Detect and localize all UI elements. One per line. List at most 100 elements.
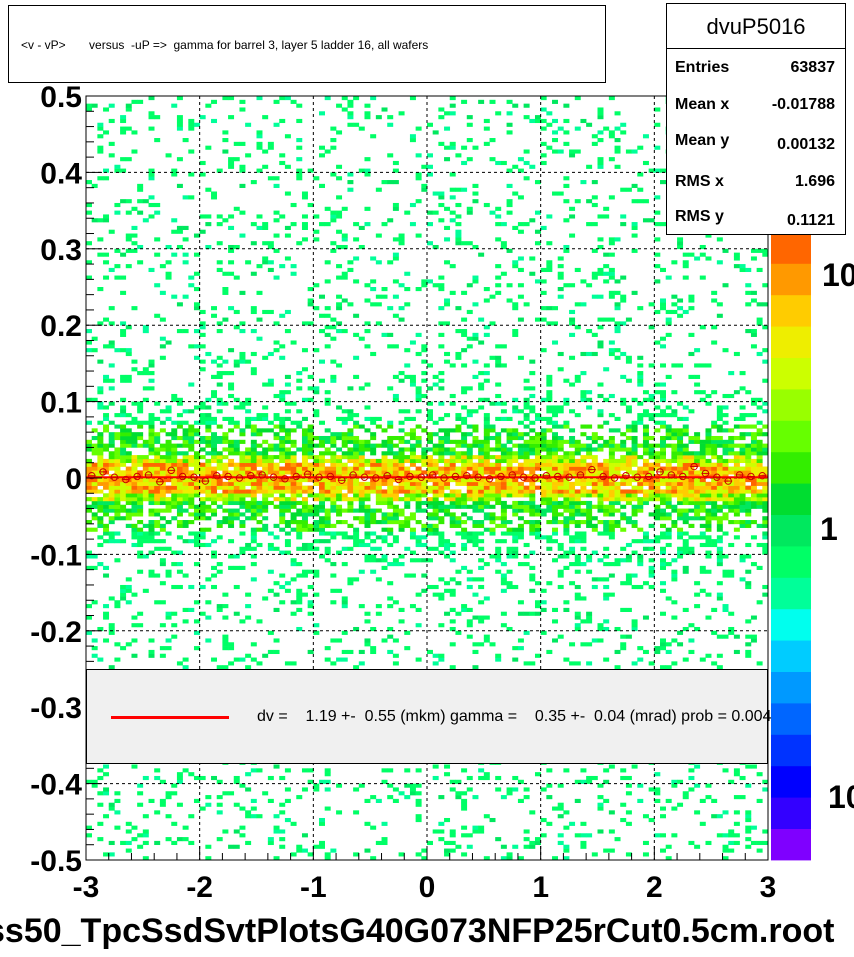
heatmap-cell (341, 657, 348, 662)
heatmap-cell (461, 825, 468, 830)
heatmap-cell (529, 611, 536, 616)
heatmap-cell (108, 840, 115, 846)
heatmap-cell (159, 581, 166, 586)
heatmap-cell (654, 497, 661, 502)
heatmap-cell (745, 302, 752, 307)
heatmap-cell (188, 443, 195, 448)
heatmap-cell (597, 267, 604, 273)
heatmap-cell (694, 489, 701, 494)
heatmap-cell (580, 840, 587, 846)
heatmap-cell (677, 435, 684, 441)
heatmap-cell (404, 271, 411, 276)
heatmap-cell (330, 478, 337, 483)
heatmap-cell (745, 329, 752, 334)
heatmap-cell (625, 451, 632, 456)
heatmap-cell (427, 439, 433, 444)
heatmap-cell (762, 592, 769, 597)
heatmap-cell (722, 443, 729, 448)
heatmap-cell (392, 562, 399, 567)
heatmap-cell (569, 409, 576, 414)
heatmap-cell (205, 638, 212, 643)
heatmap-cell (324, 772, 331, 777)
heatmap-cell (193, 539, 200, 544)
heatmap-cell (586, 615, 593, 620)
heatmap-cell (739, 386, 746, 391)
heatmap-cell (552, 497, 559, 502)
heatmap-cell (415, 470, 422, 475)
heatmap-cell (233, 844, 240, 849)
heatmap-cell (239, 546, 246, 551)
heatmap-cell (284, 432, 291, 437)
heatmap-cell (631, 623, 638, 628)
heatmap-cell (347, 500, 354, 506)
heatmap-cell (574, 267, 581, 273)
heatmap-cell (398, 607, 405, 612)
heatmap-cell (546, 447, 553, 452)
heatmap-cell (427, 478, 433, 483)
heatmap-cell (603, 768, 610, 773)
heatmap-cell (381, 481, 388, 486)
heatmap-cell (290, 264, 297, 269)
heatmap-cell (762, 550, 769, 555)
heatmap-cell (279, 829, 286, 834)
heatmap-cell (648, 363, 655, 368)
heatmap-cell (739, 520, 746, 525)
heatmap-cell (722, 848, 729, 853)
heatmap-cell (336, 493, 343, 498)
heatmap-cell (415, 542, 422, 548)
heatmap-cell (432, 516, 439, 521)
heatmap-cell (500, 516, 507, 521)
heatmap-cell (614, 306, 621, 311)
heatmap-cell (461, 443, 468, 448)
heatmap-cell (637, 443, 644, 448)
heatmap-cell (648, 787, 655, 792)
heatmap-cell (103, 787, 110, 792)
heatmap-cell (483, 371, 490, 376)
heatmap-cell (370, 302, 377, 307)
heatmap-cell (86, 485, 92, 490)
heatmap-cell (512, 455, 519, 460)
heatmap-cell (216, 241, 223, 246)
heatmap-cell (597, 443, 604, 448)
heatmap-cell (665, 275, 672, 280)
heatmap-cell (341, 439, 348, 444)
heatmap-cell (284, 447, 291, 452)
heatmap-cell (534, 455, 541, 460)
heatmap-cell (472, 279, 479, 284)
heatmap-cell (290, 271, 297, 276)
heatmap-cell (313, 573, 320, 578)
heatmap-cell (375, 443, 382, 448)
heatmap-cell (250, 416, 257, 421)
heatmap-cell (625, 810, 632, 815)
heatmap-cell (557, 275, 564, 280)
heatmap-cell (97, 626, 104, 632)
heatmap-cell (392, 520, 399, 525)
heatmap-cell (103, 615, 110, 620)
heatmap-cell (387, 260, 394, 265)
heatmap-cell (256, 508, 263, 513)
heatmap-cell (409, 481, 416, 486)
heatmap-cell (375, 611, 382, 616)
heatmap-cell (165, 447, 172, 452)
heatmap-cell (103, 458, 110, 464)
heatmap-cell (495, 283, 502, 288)
heatmap-cell (324, 428, 331, 433)
heatmap-cell (131, 504, 138, 509)
heatmap-cell (449, 458, 456, 464)
heatmap-cell (279, 550, 286, 555)
heatmap-cell (461, 504, 468, 509)
heatmap-cell (131, 435, 138, 441)
heatmap-cell (216, 374, 223, 379)
heatmap-cell (91, 478, 98, 483)
heatmap-cell (114, 531, 121, 536)
heatmap-cell (716, 596, 723, 601)
heatmap-cell (620, 374, 627, 379)
heatmap-cell (341, 520, 348, 525)
heatmap-cell (364, 508, 371, 513)
heatmap-cell (432, 481, 439, 486)
heatmap-cell (569, 321, 576, 326)
heatmap-cell (103, 478, 110, 483)
heatmap-cell (461, 833, 468, 838)
heatmap-cell (597, 393, 604, 399)
heatmap-cell (159, 317, 166, 322)
